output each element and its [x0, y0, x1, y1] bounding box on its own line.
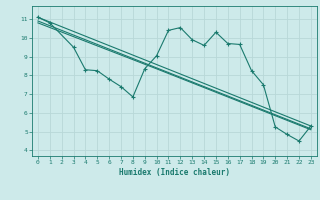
X-axis label: Humidex (Indice chaleur): Humidex (Indice chaleur) — [119, 168, 230, 177]
